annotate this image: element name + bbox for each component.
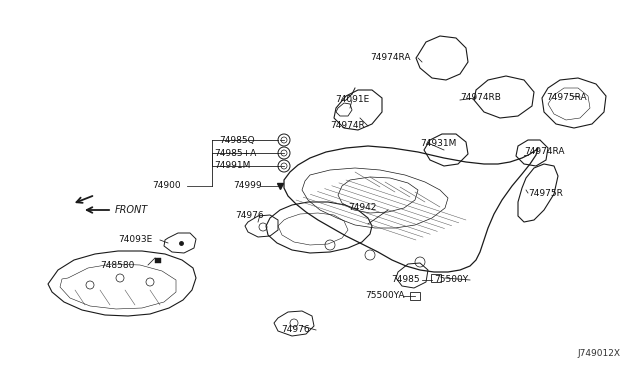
Bar [155,258,161,263]
Text: 74942: 74942 [348,203,376,212]
Text: 74975R: 74975R [528,189,563,198]
Text: 74093E: 74093E [118,235,152,244]
Text: 74974RB: 74974RB [460,93,501,102]
Text: 74900: 74900 [152,182,180,190]
Bar [410,292,420,300]
Text: 74985: 74985 [391,276,420,285]
Text: 75500Y: 75500Y [434,276,468,285]
Bar [431,274,441,282]
Text: 74985Q: 74985Q [219,135,255,144]
Text: 74976: 74976 [281,326,310,334]
Text: 75500YA: 75500YA [365,292,404,301]
Text: FRONT: FRONT [115,205,148,215]
Text: 74991M: 74991M [214,161,250,170]
Text: 74091E: 74091E [335,96,369,105]
Text: 74931M: 74931M [420,138,456,148]
Text: J749012X: J749012X [577,349,620,358]
Text: 74974RA: 74974RA [524,148,564,157]
Text: 74976: 74976 [235,211,264,219]
Text: 74974R: 74974R [330,122,365,131]
Text: 74985+A: 74985+A [214,148,256,157]
Text: 748580: 748580 [100,260,134,269]
Text: 74975RA: 74975RA [546,93,587,102]
Text: 74974RA: 74974RA [370,54,410,62]
Text: 74999: 74999 [233,182,262,190]
